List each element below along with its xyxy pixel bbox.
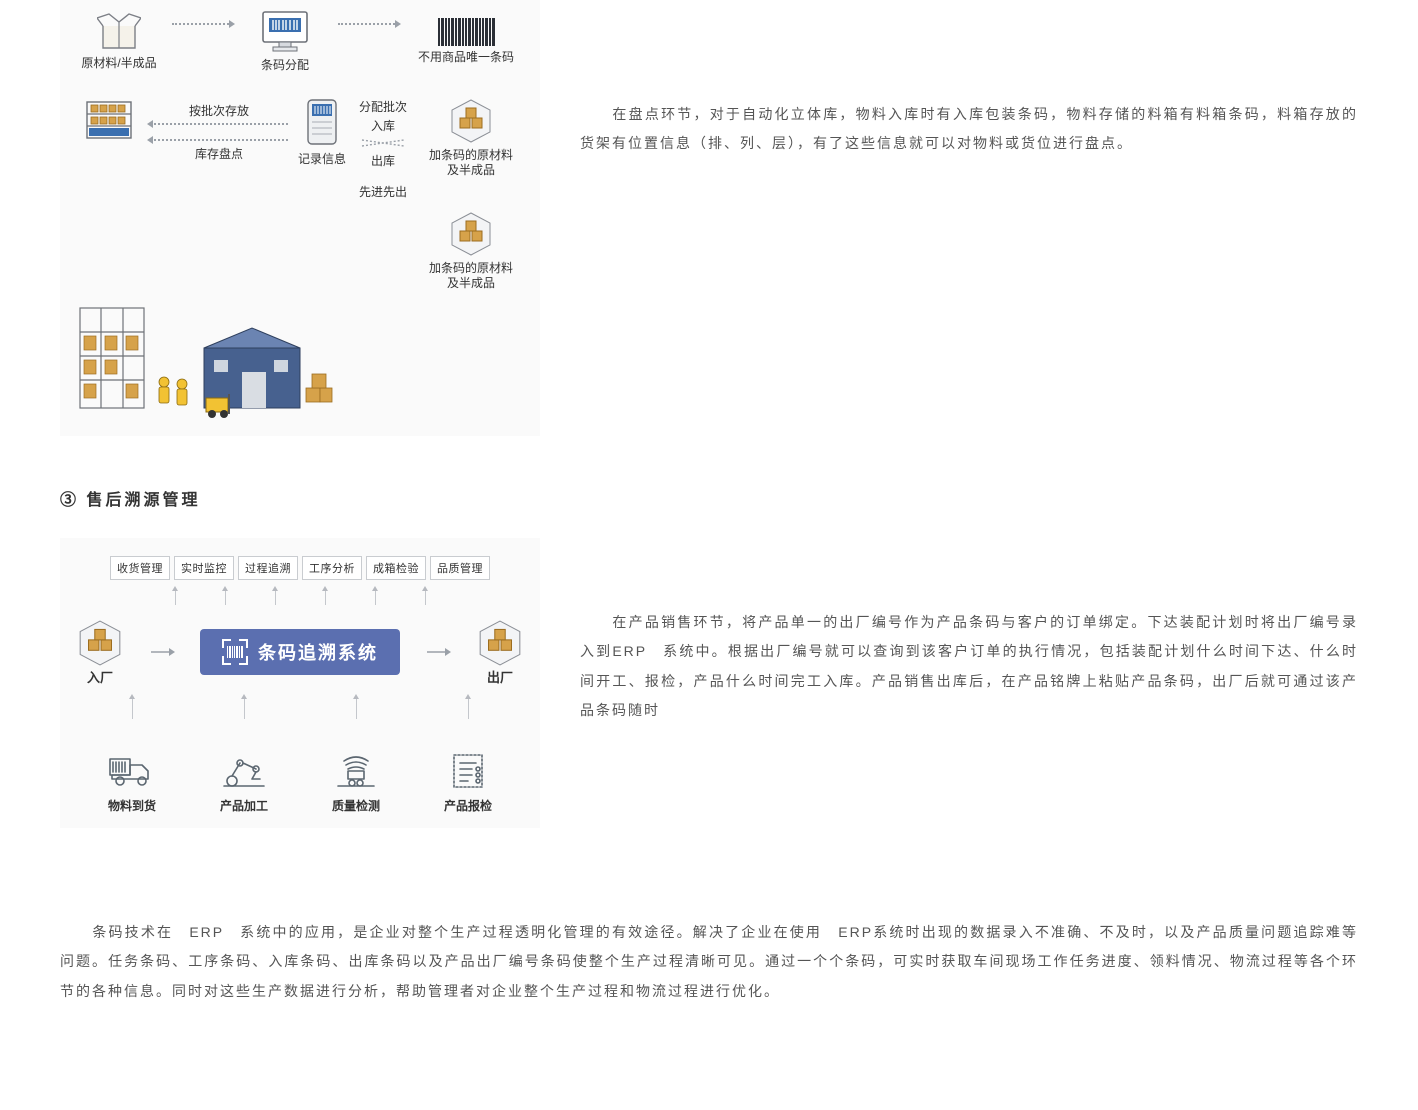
node-material-arrival: 物料到货 <box>106 751 158 814</box>
label-product-processing: 产品加工 <box>220 797 268 814</box>
label-in-factory: 入厂 <box>87 667 113 686</box>
handheld-scanner-icon <box>302 98 342 148</box>
label-barcoded-1: 加条码的原材料 及半成品 <box>429 148 513 179</box>
node-barcode-assign: 条码分配 <box>240 10 330 74</box>
label-unique-barcode: 不用商品唯一条码 <box>418 50 514 66</box>
side-in: 入厂 <box>76 619 124 686</box>
tab-boxcheck: 成箱检验 <box>366 556 426 580</box>
d1-mid-labels-left: 按批次存放 库存盘点 <box>144 98 294 162</box>
d1-row-2: 按批次存放 库存盘点 记录信息 <box>74 98 526 292</box>
tab-connectors <box>76 586 524 605</box>
d1-right-boxes: 加条码的原材料 及半成品 加条码的原材料 及半成品 <box>416 98 526 292</box>
arrow-right-icon <box>425 646 451 658</box>
truck-barcode-icon <box>106 751 158 791</box>
label-material-arrival: 物料到货 <box>108 797 156 814</box>
label-out-factory: 出厂 <box>487 667 513 686</box>
tabs-row: 收货管理 实时监控 过程追溯 工序分析 成箱检验 品质管理 <box>76 556 524 580</box>
arrow-dots-1 <box>172 23 232 25</box>
center-band-label: 条码追溯系统 <box>258 639 378 665</box>
tab-quality: 品质管理 <box>430 556 490 580</box>
tab-receiving: 收货管理 <box>110 556 170 580</box>
label-in: 入库 <box>371 117 395 134</box>
paragraph-summary: 条码技术在 ERP 系统中的应用，是企业对整个生产过程透明化管理的有效途径。解决… <box>60 918 1358 1006</box>
clipboard-check-icon <box>442 751 494 791</box>
label-barcode-assign: 条码分配 <box>261 58 309 74</box>
hex-boxes-icon <box>448 211 494 257</box>
node-scanner: 记录信息 <box>294 98 350 168</box>
arrow-right-icon <box>149 646 175 658</box>
hex-boxes-icon <box>448 98 494 144</box>
open-box-icon <box>97 12 141 52</box>
arrow-dots-2 <box>338 23 398 25</box>
hex-boxes-icon <box>476 619 524 667</box>
d2-mid-row: 入厂 条码追溯系统 出厂 <box>76 619 524 686</box>
node-product-report: 产品报检 <box>442 751 494 814</box>
inspect-machine-icon <box>330 751 382 791</box>
warehouse-scene-icon <box>74 302 334 422</box>
label-assign-batch: 分配批次 <box>359 98 407 115</box>
monitor-barcode-icon <box>259 10 311 54</box>
paragraph-sales: 在产品销售环节，将产品单一的出厂编号作为产品条码与客户的订单绑定。下达装配计划时… <box>580 538 1358 726</box>
label-raw-material: 原材料/半成品 <box>81 56 156 72</box>
diagram-tracing-system: 收货管理 实时监控 过程追溯 工序分析 成箱检验 品质管理 入厂 <box>60 538 540 828</box>
tab-monitoring: 实时监控 <box>174 556 234 580</box>
node-quality-inspect: 质量检测 <box>330 751 382 814</box>
label-out: 出库 <box>371 152 395 169</box>
d2-bottom-row: 物料到货 产品加工 质量检测 <box>76 751 524 814</box>
robot-arm-icon <box>218 751 270 791</box>
shelf-icon <box>83 98 135 142</box>
warehouse-scene <box>74 302 526 422</box>
label-barcoded-2: 加条码的原材料 及半成品 <box>429 261 513 292</box>
node-product-processing: 产品加工 <box>218 751 270 814</box>
bottom-connectors <box>76 694 524 719</box>
hex-boxes-icon <box>76 619 124 667</box>
label-batch-store: 按批次存放 <box>150 102 288 119</box>
section-traceability: 收货管理 实时监控 过程追溯 工序分析 成箱检验 品质管理 入厂 <box>60 538 1358 828</box>
scan-bracket-icon <box>222 639 248 665</box>
label-product-report: 产品报检 <box>444 797 492 814</box>
label-record-info: 记录信息 <box>298 152 346 168</box>
label-fifo: 先进先出 <box>359 183 407 200</box>
paragraph-inventory: 在盘点环节，对于自动化立体库，物料入库时有入库包装条码，物料存储的料箱有料箱条码… <box>580 0 1358 159</box>
center-band: 条码追溯系统 <box>200 629 400 675</box>
cross-arrows-icon <box>358 136 408 150</box>
node-raw-material: 原材料/半成品 <box>74 12 164 72</box>
tab-process: 工序分析 <box>302 556 362 580</box>
label-quality-inspect: 质量检测 <box>332 797 380 814</box>
side-out: 出厂 <box>476 619 524 686</box>
label-inventory-check: 库存盘点 <box>150 145 288 162</box>
d1-inout-labels: 分配批次 入库 出库 先进先出 <box>350 98 416 200</box>
node-barcoded-box-1: 加条码的原材料 及半成品 <box>429 98 513 179</box>
node-barcoded-box-2: 加条码的原材料 及半成品 <box>429 211 513 292</box>
section-inventory: 原材料/半成品 条码分配 <box>60 0 1358 436</box>
tab-trace: 过程追溯 <box>238 556 298 580</box>
node-shelf <box>74 98 144 142</box>
node-unique-barcode: 不用商品唯一条码 <box>406 18 526 66</box>
diagram-warehouse-flow: 原材料/半成品 条码分配 <box>60 0 540 436</box>
barcode-icon <box>438 18 495 46</box>
heading-traceability: ③ 售后溯源管理 <box>60 486 1358 510</box>
d1-top-row: 原材料/半成品 条码分配 <box>74 10 526 74</box>
